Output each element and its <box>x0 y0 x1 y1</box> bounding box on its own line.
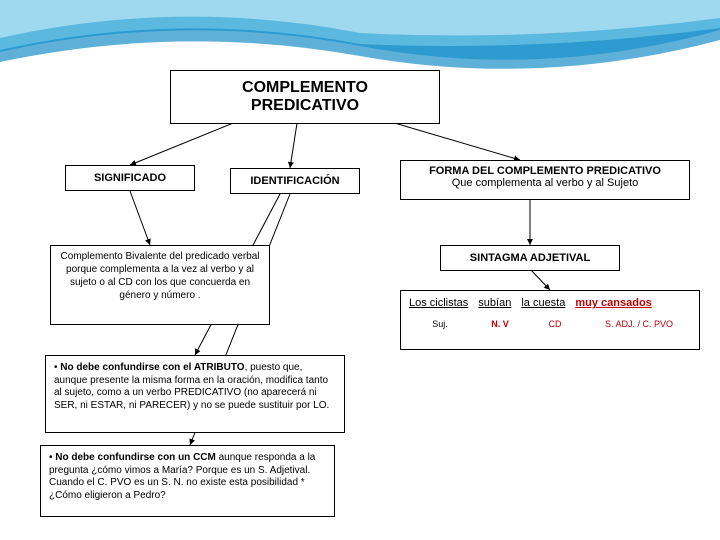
significado-box: SIGNIFICADO <box>65 165 195 191</box>
title-box: COMPLEMENTO PREDICATIVO <box>170 70 440 124</box>
note2-bold: No debe confundirse con un CCM <box>55 452 216 463</box>
example-t3: CD <box>529 319 581 329</box>
forma-line2: Que complementa al verbo y al Sujeto <box>407 177 683 189</box>
bivalente-box: Complemento Bivalente del predicado verb… <box>50 245 270 325</box>
example-t1: Suj. <box>409 319 471 329</box>
identificacion-box: IDENTIFICACIÓN <box>230 168 360 194</box>
note1-box: • No debe confundirse con el ATRIBUTO, p… <box>45 355 345 433</box>
example-box: Los ciclistas subían la cuesta muy cansa… <box>400 290 700 350</box>
example-w2: subían <box>478 297 511 309</box>
example-w1: Los ciclistas <box>409 297 468 309</box>
note1-bold: No debe confundirse con el ATRIBUTO <box>60 362 244 373</box>
sintagma-box: SINTAGMA ADJETIVAL <box>440 245 620 271</box>
example-t4: S. ADJ. / C. PVO <box>591 319 687 329</box>
example-w4: muy cansados <box>575 297 651 309</box>
note2-box: • No debe confundirse con un CCM aunque … <box>40 445 335 517</box>
forma-line1: FORMA DEL COMPLEMENTO PREDICATIVO <box>407 165 683 177</box>
example-w3: la cuesta <box>521 297 565 309</box>
forma-box: FORMA DEL COMPLEMENTO PREDICATIVO Que co… <box>400 160 690 200</box>
example-t2: N. V <box>481 319 519 329</box>
